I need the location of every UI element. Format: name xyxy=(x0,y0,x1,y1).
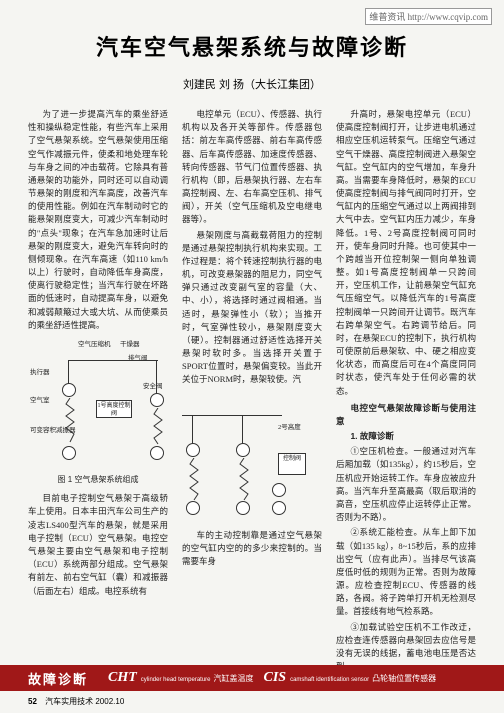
page-content: 汽车空气悬架系统与故障诊断 刘建民 刘 扬（大长江集团） 为了进一步提高汽车的乘… xyxy=(0,0,504,675)
wheel-left xyxy=(62,446,76,460)
term-en: camshaft identification sensor xyxy=(290,677,369,683)
spring-icon xyxy=(152,408,164,448)
wheel xyxy=(186,501,200,515)
sub-heading: 1. 故障诊断 xyxy=(336,430,476,443)
term-cn: 凸轮轴位置传感器 xyxy=(372,673,436,684)
footer-term-2: CIS camshaft identification sensor 凸轮轴位置… xyxy=(264,670,437,686)
label-compressor: 空气压缩机 xyxy=(78,340,111,350)
wheel-right xyxy=(150,446,164,460)
label-hv2: 2号高度 xyxy=(278,423,301,433)
footer-label: 故障诊断 xyxy=(28,669,88,688)
footer-bar: 故障诊断 CHT cylinder head temperature 汽缸盖温度… xyxy=(0,665,504,691)
term-cn: 汽缸盖温度 xyxy=(214,673,254,684)
authors: 刘建民 刘 扬（大长江集团） xyxy=(28,76,476,92)
para: 悬架刚度与高截载荷阻力的控制是通过悬架控制执行机构来实现。工作过程是：将个转速控… xyxy=(182,229,322,387)
label-airchamber: 空气室 xyxy=(30,396,50,406)
spring-icon xyxy=(238,458,250,502)
body-columns: 为了进一步提高汽车的乘坐舒适性和操纵稳定性能，有些汽车上采用了空气悬架系统。空气… xyxy=(28,108,476,675)
abbr: CHT xyxy=(108,670,137,686)
term-en: cylinder head temperature xyxy=(141,677,211,683)
page-number: 52 xyxy=(28,697,37,706)
figure-1-right: 2号高度 控制阀 xyxy=(182,395,322,525)
spring-icon xyxy=(188,458,200,502)
spring-icon xyxy=(64,398,76,448)
page-number-line: 52 汽车实用技术 2002.10 xyxy=(28,696,124,707)
strut-top xyxy=(186,443,200,457)
label-actuator: 执行器 xyxy=(30,368,50,378)
article-title: 汽车空气悬架系统与故障诊断 xyxy=(28,30,476,62)
strut-top-right xyxy=(150,393,164,407)
footer-term-1: CHT cylinder head temperature 汽缸盖温度 xyxy=(108,670,254,686)
para: 升高时，悬架电控单元（ECU）使高度控制阀打开，让步进电机通过相应空压机运转泵气… xyxy=(336,108,476,398)
label-dryer: 干燥器 xyxy=(120,340,140,350)
figure-caption: 图 1 空气悬架系统组成 xyxy=(28,474,168,486)
section-heading: 电控空气悬架故障诊断与使用注意 xyxy=(336,402,476,428)
para: 为了进一步提高汽车的乘坐舒适性和操纵稳定性能，有些汽车上采用了空气悬架系统。空气… xyxy=(28,108,168,332)
label-safety: 安全阀 xyxy=(143,382,163,392)
wheel xyxy=(236,501,250,515)
para: 目前电子控制空气悬架于高级轿车上使用。日本丰田汽车公司生产的凌志LS400型汽车… xyxy=(28,492,168,597)
journal-info: 汽车实用技术 2002.10 xyxy=(45,697,124,706)
strut-top xyxy=(272,483,286,497)
strut-top-left xyxy=(62,383,76,397)
column-3: 升高时，悬架电控单元（ECU）使高度控制阀打开，让步进电机通过相应空压机运转泵气… xyxy=(336,108,476,675)
para: ②系统汇能检查。从车上卸下加载（如135 kg），8~15秒后，系的应排出空气（… xyxy=(336,526,476,618)
para: ①空压机检查。一般通过对汽车后厢加载（如135kg），约15秒后，空压机应开始运… xyxy=(336,445,476,524)
column-1: 为了进一步提高汽车的乘坐舒适性和操纵稳定性能，有些汽车上采用了空气悬架系统。空气… xyxy=(28,108,168,675)
label-hv1: 1号高度控制阀 xyxy=(96,400,132,418)
label-ctrl: 控制阀 xyxy=(278,453,306,475)
watermark: 维普资讯 http://www.cqvip.com xyxy=(365,8,492,25)
para: 电控单元（ECU）、传感器、执行机构以及各开关等部件。传感器包括：前左车高传感器… xyxy=(182,108,322,227)
column-2: 电控单元（ECU）、传感器、执行机构以及各开关等部件。传感器包括：前左车高传感器… xyxy=(182,108,322,675)
figure-1: 空气压缩机 干燥器 排气阀 执行器 空气室 可变容积减振器 安全阀 1号高度控制… xyxy=(28,340,168,470)
wheel xyxy=(272,501,286,515)
para: 车的主动控制靠是通过空气悬架的空气缸内空的的多少来控制的。当需要车身 xyxy=(182,529,322,569)
strut-top xyxy=(236,443,250,457)
abbr: CIS xyxy=(264,670,287,686)
